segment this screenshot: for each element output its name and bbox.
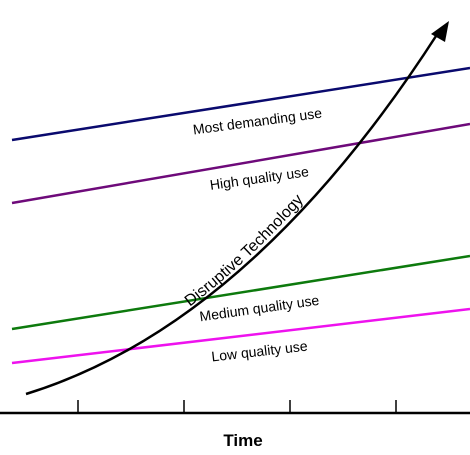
high-quality-use-line <box>11 122 470 205</box>
disruptive-technology-curve <box>25 32 440 396</box>
curve-arrowhead-icon <box>431 21 449 42</box>
medium-quality-use-line <box>11 254 470 331</box>
low-quality-use-label: Low quality use <box>211 338 309 365</box>
low-quality-use-line <box>11 307 470 365</box>
most-demanding-use-line <box>11 66 470 142</box>
time-axis-label: Time <box>223 431 262 450</box>
